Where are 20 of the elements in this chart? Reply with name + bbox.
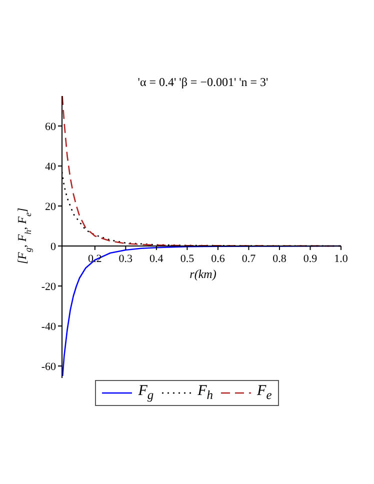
y-tick-label: -40 xyxy=(41,320,56,333)
chart-title: 'α = 0.4' 'β = −0.001' 'n = 3' xyxy=(138,75,268,89)
x-tick-label: 0.5 xyxy=(180,253,195,265)
legend-label: F$_{h}$ xyxy=(198,383,214,403)
y-tick-label: 0 xyxy=(50,240,56,253)
y-tick-label: -60 xyxy=(41,360,56,373)
y-tick-label: -20 xyxy=(41,280,56,293)
x-axis-title: r(km) xyxy=(190,267,216,281)
y-tick-label: 40 xyxy=(45,160,56,173)
x-tick-label: 0.9 xyxy=(303,253,318,265)
y-tick-label: 60 xyxy=(45,120,56,133)
x-tick-label: 0.3 xyxy=(118,253,134,265)
x-tick-label: 0.4 xyxy=(150,253,164,265)
x-tick-label: 1.0 xyxy=(334,253,348,265)
x-tick-label: 0.6 xyxy=(211,253,226,265)
x-tick-label: 0.7 xyxy=(242,253,256,265)
legend-label: F$_{g}$ xyxy=(138,383,154,403)
legend-label: F$_{e}$ xyxy=(257,383,272,403)
y-tick-label: 20 xyxy=(45,200,56,213)
x-tick-label: 0.8 xyxy=(272,253,287,265)
